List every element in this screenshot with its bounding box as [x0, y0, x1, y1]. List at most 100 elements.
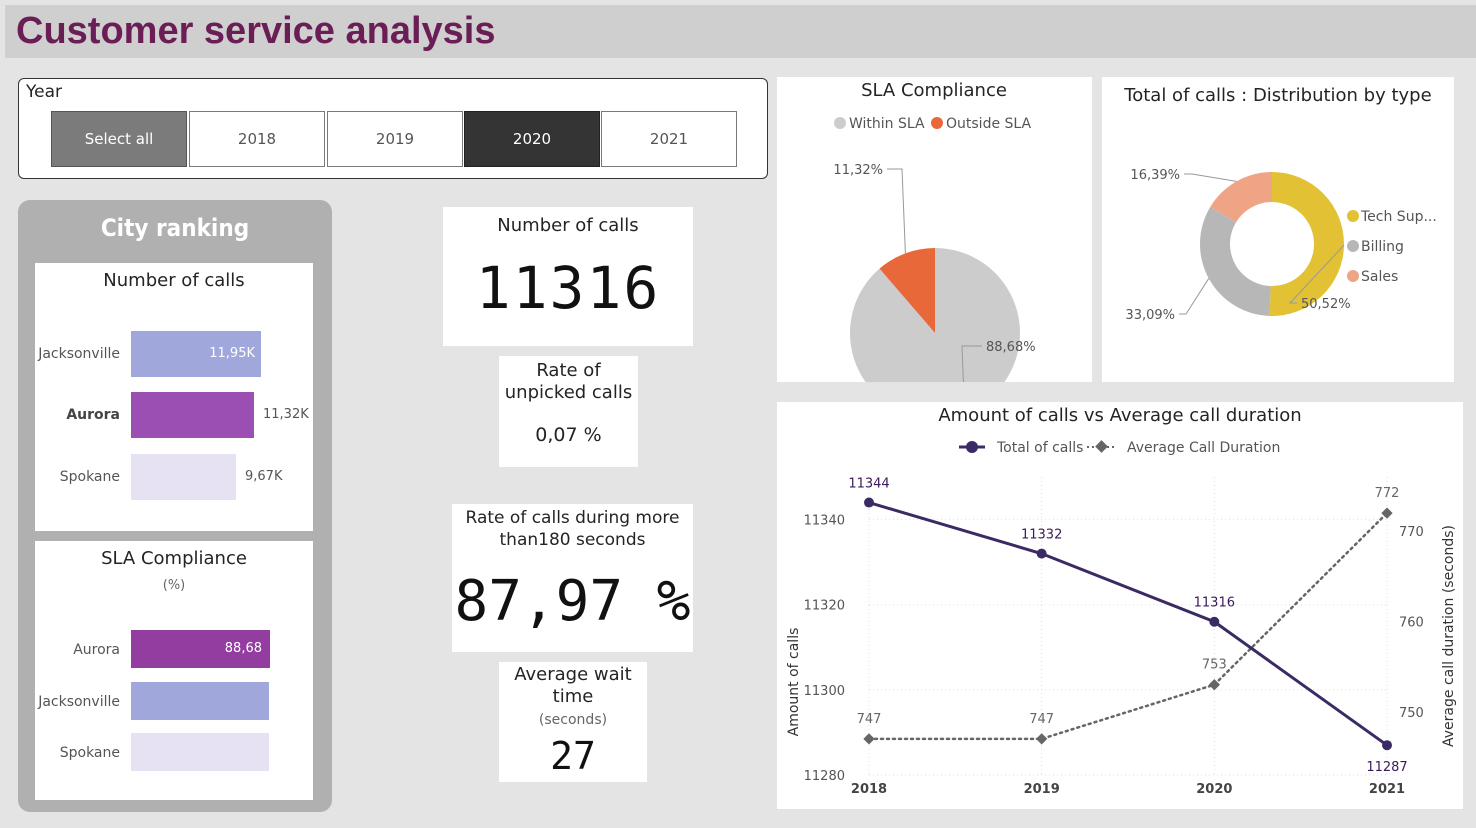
kpi-unpicked-rate-value: 0,07 % [535, 424, 602, 446]
page-title: Customer service analysis [16, 10, 496, 52]
city-calls-label-spokane: Spokane [59, 469, 120, 485]
year-option-2021[interactable]: 2021 [601, 111, 737, 167]
avg-duration-label-2021: 772 [1375, 486, 1400, 501]
y-tick-label: 11320 [804, 599, 845, 614]
line-chart-grid: 11280 11300 11320 11340 750 760 770 2018 2019 202… [804, 477, 1424, 797]
city-sla-bar-spokane[interactable] [131, 733, 269, 771]
total-calls-label-2021: 11287 [1366, 760, 1407, 775]
y-tick-label: 11340 [804, 514, 845, 529]
avg-duration-point-2021[interactable] [1381, 507, 1393, 519]
series-line-avg-duration[interactable] [867, 511, 1389, 741]
type-legend-billing[interactable]: Billing [1361, 239, 1404, 255]
city-sla-bar-aurora[interactable]: 88,68 [131, 630, 270, 668]
type-label-tech-sup: 50,52% [1301, 297, 1351, 312]
total-calls-point-2021[interactable] [1382, 740, 1392, 751]
avg-duration-point-2019[interactable] [1036, 733, 1048, 745]
kpi-number-of-calls: Number of calls 11316 [443, 207, 693, 346]
y-axis-label: Amount of calls [786, 628, 802, 737]
sla-pie-labels: 88,68% 11,32% [833, 163, 1036, 413]
avg-duration-point-2018[interactable] [863, 733, 875, 745]
kpi-long-calls-rate-value: 87,97 % [454, 569, 691, 634]
kpi-long-calls-rate-title-1: Rate of calls during more [465, 508, 680, 528]
type-slice-tech-sup[interactable] [1269, 172, 1344, 316]
year-option-2018[interactable]: 2018 [189, 111, 325, 167]
x-tick-label-2020: 2020 [1196, 782, 1232, 797]
x-tick-label-2019: 2019 [1024, 782, 1060, 797]
type-donut-legend: Tech Sup... Billing Sales [1347, 209, 1437, 285]
sla-leader-outside-sla [887, 168, 906, 254]
calls-duration-title: Amount of calls vs Average call duration [938, 405, 1301, 426]
year-option-2020[interactable]: 2020 [464, 111, 600, 167]
city-sla-label-aurora: Aurora [73, 642, 120, 658]
type-donut-title: Total of calls : Distribution by type [1123, 85, 1431, 106]
sla-label-within-sla: 88,68% [986, 340, 1036, 355]
total-calls-label-2019: 11332 [1021, 528, 1062, 543]
y-tick-label: 11280 [804, 769, 845, 784]
y2-axis-label: Average call duration (seconds) [1441, 525, 1457, 747]
avg-duration-label-2020: 753 [1202, 658, 1227, 673]
kpi-long-calls-rate: Rate of calls during more than180 second… [452, 504, 693, 652]
sla-legend-outside-marker [931, 117, 943, 129]
total-calls-point-2020[interactable] [1209, 616, 1220, 627]
type-donut-labels: 50,52% 33,09% 16,39% [1125, 168, 1350, 323]
avg-duration-label-2018: 747 [857, 712, 882, 727]
kpi-avg-wait-value: 27 [550, 734, 596, 778]
kpi-unpicked-rate: Rate of unpicked calls 0,07 % [499, 356, 638, 467]
city-calls-label-aurora: Aurora [66, 407, 120, 423]
city-sla-label-jacksonville: Jacksonville [38, 694, 120, 710]
sla-legend-outside[interactable]: Outside SLA [946, 116, 1032, 132]
total-calls-label-2018: 11344 [848, 477, 889, 492]
type-legend-tech-sup[interactable]: Tech Sup... [1360, 209, 1437, 225]
sla-legend-within[interactable]: Within SLA [849, 116, 925, 132]
type-slice-billing[interactable] [1200, 206, 1271, 316]
type-legend-marker-sales [1347, 270, 1359, 282]
type-leader-sales [1184, 173, 1237, 182]
city-calls-bar-spokane[interactable] [131, 454, 236, 500]
city-calls-label-jacksonville: Jacksonville [38, 346, 120, 362]
kpi-long-calls-rate-title-2: than180 seconds [499, 530, 646, 550]
kpi-number-of-calls-value: 11316 [475, 254, 661, 322]
year-option-2019[interactable]: 2019 [327, 111, 463, 167]
city-calls-value-aurora: 11,32K [263, 407, 309, 422]
city-ranking-title: City ranking [100, 214, 250, 242]
type-leader-billing [1179, 278, 1210, 315]
sla-pie-card: SLA Compliance Within SLA Outside SLA 88… [777, 77, 1092, 418]
total-calls-point-2019[interactable] [1036, 548, 1047, 559]
series-line-total-calls[interactable] [868, 501, 1388, 747]
city-sla-subtitle: (%) [162, 578, 186, 593]
city-calls-bar-jacksonville[interactable]: 11,95K [131, 331, 261, 377]
city-sla-title: SLA Compliance [101, 548, 247, 569]
type-donut-chart: Total of calls : Distribution by type 50… [1123, 85, 1437, 323]
type-legend-marker-billing [1347, 240, 1359, 252]
sla-slice-outside-sla[interactable] [879, 248, 935, 333]
type-legend-marker-tech-sup [1347, 210, 1359, 222]
type-slice-sales[interactable] [1210, 172, 1272, 223]
legend-total-marker [966, 441, 978, 453]
type-donut-card: Total of calls : Distribution by type 50… [1102, 77, 1454, 382]
kpi-number-of-calls-title: Number of calls [497, 215, 639, 236]
type-label-sales: 16,39% [1130, 168, 1180, 183]
city-calls-value-jacksonville: 11,95K [209, 346, 255, 361]
city-sla-label-spokane: Spokane [59, 745, 120, 761]
kpi-avg-wait: Average wait time (seconds) 27 [499, 662, 647, 782]
sla-legend-within-marker [834, 117, 846, 129]
kpi-unpicked-rate-title-2: unpicked calls [504, 382, 633, 403]
y2-tick-label: 760 [1399, 615, 1424, 630]
type-leader-tech-sup [1288, 244, 1345, 304]
y-tick-label: 11300 [804, 684, 845, 699]
legend-avg-duration[interactable]: Average Call Duration [1127, 440, 1280, 456]
kpi-unpicked-rate-title-1: Rate of [536, 360, 601, 381]
type-legend-sales[interactable]: Sales [1361, 269, 1398, 285]
city-calls-bar-aurora[interactable] [131, 392, 254, 438]
city-calls-value-spokane: 9,67K [245, 469, 283, 484]
sla-pie-slices [850, 248, 1020, 418]
year-option-select-all[interactable]: Select all [51, 111, 187, 167]
line-chart-series: 747 747 753 772 11344 11332 11316 11287 [848, 477, 1407, 776]
city-sla-value-aurora: 88,68 [224, 641, 262, 656]
total-calls-point-2018[interactable] [864, 497, 874, 508]
total-calls-label-2020: 11316 [1194, 596, 1235, 611]
city-calls-title: Number of calls [103, 270, 245, 291]
city-sla-bar-jacksonville[interactable] [131, 682, 269, 720]
type-label-billing: 33,09% [1125, 308, 1175, 323]
legend-total-calls[interactable]: Total of calls [996, 440, 1083, 456]
